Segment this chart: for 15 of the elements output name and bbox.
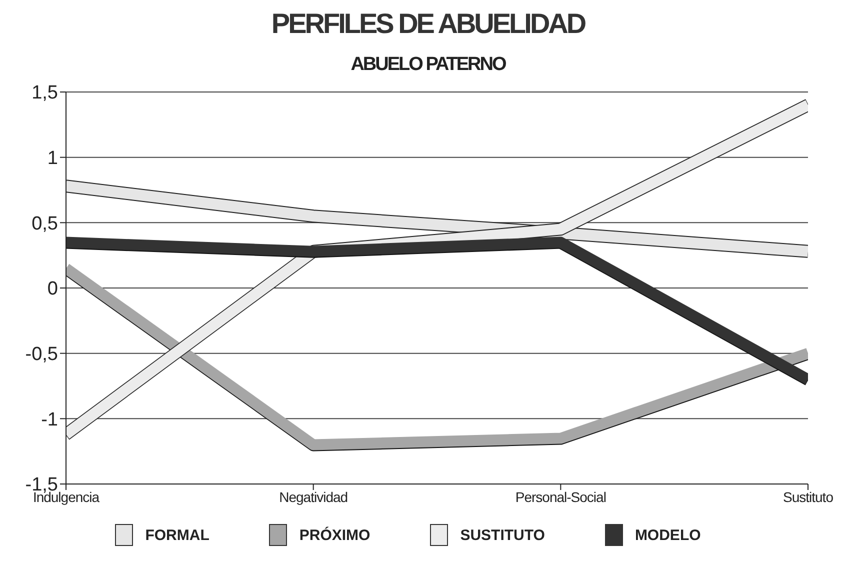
chart-subtitle: ABUELO PATERNO bbox=[350, 54, 507, 76]
y-tick-label: 1 bbox=[47, 148, 58, 170]
x-tick-label: Sustituto bbox=[783, 488, 834, 505]
x-tick-label: Negatividad bbox=[279, 488, 348, 505]
y-tick-label: -0,5 bbox=[25, 344, 58, 366]
legend-label: FORMAL bbox=[145, 526, 210, 544]
y-tick-label: 0 bbox=[47, 278, 58, 300]
chart-title: PERFILES DE ABUELIDAD bbox=[270, 8, 586, 40]
legend-label: PRÓXIMO bbox=[299, 526, 370, 544]
y-tick-label: 1,5 bbox=[32, 82, 58, 104]
y-tick-label: -1 bbox=[41, 409, 58, 430]
legend-label: SUSTITUTO bbox=[460, 526, 545, 544]
y-tick-label: 0,5 bbox=[32, 213, 58, 234]
x-tick-label: Personal-Social bbox=[515, 488, 606, 505]
legend-label: MODELO bbox=[634, 526, 701, 544]
